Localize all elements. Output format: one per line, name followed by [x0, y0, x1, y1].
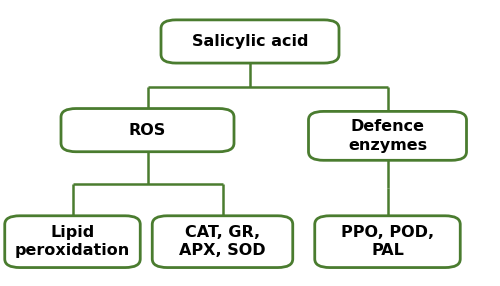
Text: CAT, GR,
APX, SOD: CAT, GR, APX, SOD [179, 225, 266, 259]
FancyBboxPatch shape [152, 216, 293, 268]
Text: Lipid
peroxidation: Lipid peroxidation [15, 225, 130, 259]
FancyBboxPatch shape [4, 216, 140, 268]
Text: Defence
enzymes: Defence enzymes [348, 119, 427, 153]
FancyBboxPatch shape [308, 111, 466, 160]
Text: Salicylic acid: Salicylic acid [192, 34, 308, 49]
FancyBboxPatch shape [315, 216, 460, 268]
FancyBboxPatch shape [161, 20, 339, 63]
Text: ROS: ROS [129, 123, 166, 138]
FancyBboxPatch shape [61, 108, 234, 152]
Text: PPO, POD,
PAL: PPO, POD, PAL [341, 225, 434, 259]
